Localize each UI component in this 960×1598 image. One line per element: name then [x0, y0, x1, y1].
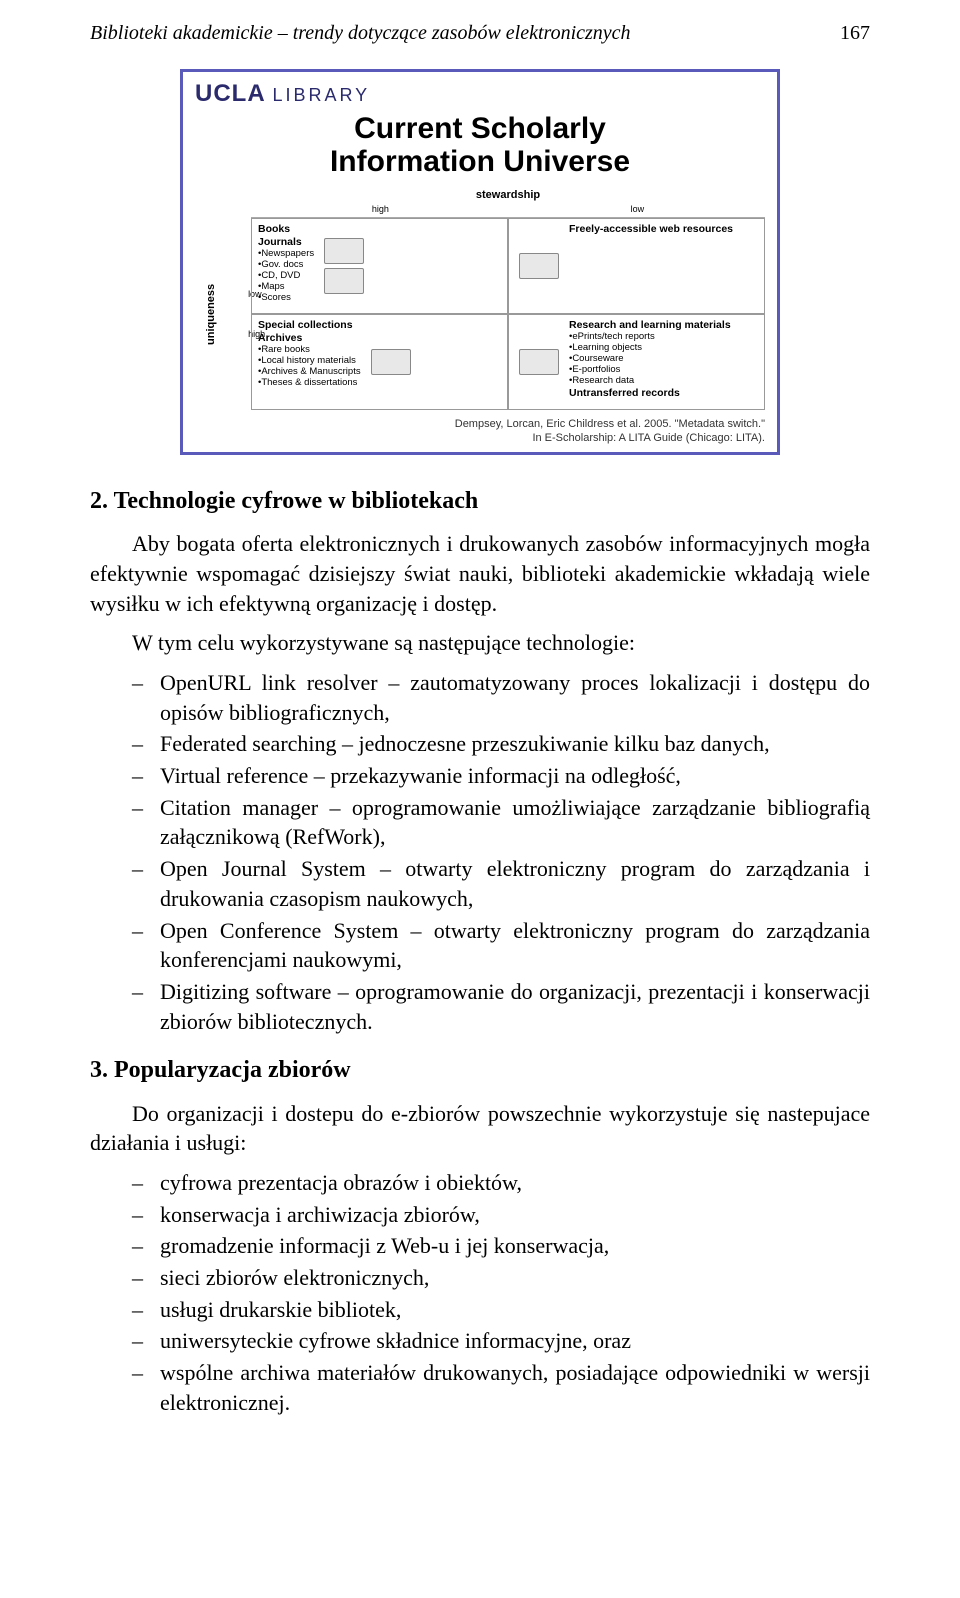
section-3-list: cyfrowa prezentacja obrazów i obiektów, … [90, 1168, 870, 1418]
list-item: Citation manager – oprogramowanie umożli… [132, 793, 870, 852]
axis-uniqueness-label: uniqueness [204, 284, 219, 345]
list-item: usługi drukarskie bibliotek, [132, 1295, 870, 1325]
books-icon [324, 238, 364, 264]
list-item: uniwersyteckie cyfrowe składnice informa… [132, 1326, 870, 1356]
scale-low: low [631, 203, 645, 215]
section-2-heading: 2. Technologie cyfrowe w bibliotekach [90, 485, 870, 517]
logo-sub: LIBRARY [272, 85, 370, 105]
list-item: cyfrowa prezentacja obrazów i obiektów, [132, 1168, 870, 1198]
slide-title: Current Scholarly Information Universe [195, 112, 765, 178]
slide-title-line2: Information Universe [330, 145, 630, 178]
scale-high: high [372, 203, 389, 215]
q-br-h2: Untransferred records [569, 387, 680, 399]
axis-stewardship-scale: high low [251, 203, 765, 218]
axis-uniqueness: uniqueness low high [195, 218, 251, 410]
q-tl-h1: Books [258, 223, 290, 235]
list-item: OpenURL link resolver – zautomatyzowany … [132, 668, 870, 727]
section-3-heading: 3. Popularyzacja zbiorów [90, 1054, 870, 1086]
list-item: gromadzenie informacji z Web-u i jej kon… [132, 1231, 870, 1261]
list-item: Open Journal System – otwarty elektronic… [132, 854, 870, 913]
archive-icon [371, 349, 411, 375]
q-tl-h2: Journals [258, 236, 302, 248]
list-item: Federated searching – jednoczesne przesz… [132, 729, 870, 759]
quadrant-top-right: Freely-accessible web resources [508, 218, 765, 314]
slide-citation: Dempsey, Lorcan, Eric Childress et al. 2… [195, 418, 765, 446]
list-item: Digitizing software – oprogramowanie do … [132, 977, 870, 1036]
q-tr-h: Freely-accessible web resources [569, 223, 733, 235]
slide-logo: UCLA LIBRARY [195, 78, 765, 110]
list-item: konserwacja i archiwizacja zbiorów, [132, 1200, 870, 1230]
q-bl-items: •Rare books •Local history materials •Ar… [258, 344, 361, 388]
q-bl-h1: Special collections [258, 319, 353, 331]
list-item: Open Conference System – otwarty elektro… [132, 916, 870, 975]
monitor-icon [519, 253, 559, 279]
cd-icon [324, 268, 364, 294]
list-item: Virtual reference – przekazywanie inform… [132, 761, 870, 791]
section-2-list: OpenURL link resolver – zautomatyzowany … [90, 668, 870, 1036]
slide-cite-2: In E-Scholarship: A LITA Guide (Chicago:… [532, 432, 765, 444]
running-header: Biblioteki akademickie – trendy dotycząc… [90, 20, 870, 47]
q-br-h1: Research and learning materials [569, 319, 731, 331]
page-number: 167 [840, 20, 870, 47]
section-2-para-1: Aby bogata oferta elektronicznych i druk… [90, 529, 870, 618]
q-tl-items: •Newspapers •Gov. docs •CD, DVD •Maps •S… [258, 248, 314, 303]
section-2-para-2: W tym celu wykorzystywane są następujące… [90, 628, 870, 658]
slide-cite-1: Dempsey, Lorcan, Eric Childress et al. 2… [455, 418, 765, 430]
quadrant-bottom-left: Special collections Archives •Rare books… [251, 314, 508, 410]
quadrant-top-left: Books Journals •Newspapers •Gov. docs •C… [251, 218, 508, 314]
axis-stewardship-label: stewardship [251, 188, 765, 203]
section-3-para-1: Do organizacji i dostepu do e-zbiorów po… [90, 1099, 870, 1158]
logo-main: UCLA [195, 80, 265, 107]
folder-icon [519, 349, 559, 375]
list-item: sieci zbiorów elektronicznych, [132, 1263, 870, 1293]
q-bl-h2: Archives [258, 332, 302, 344]
quadrant-bottom-right: Research and learning materials •ePrints… [508, 314, 765, 410]
slide-quadrant-grid: stewardship high low uniqueness low high… [195, 188, 765, 410]
q-br-items: •ePrints/tech reports •Learning objects … [569, 331, 655, 386]
slide-figure: UCLA LIBRARY Current Scholarly Informati… [180, 69, 780, 455]
running-title: Biblioteki akademickie – trendy dotycząc… [90, 20, 631, 47]
list-item: wspólne archiwa materiałów drukowanych, … [132, 1358, 870, 1417]
slide-title-line1: Current Scholarly [354, 112, 606, 145]
